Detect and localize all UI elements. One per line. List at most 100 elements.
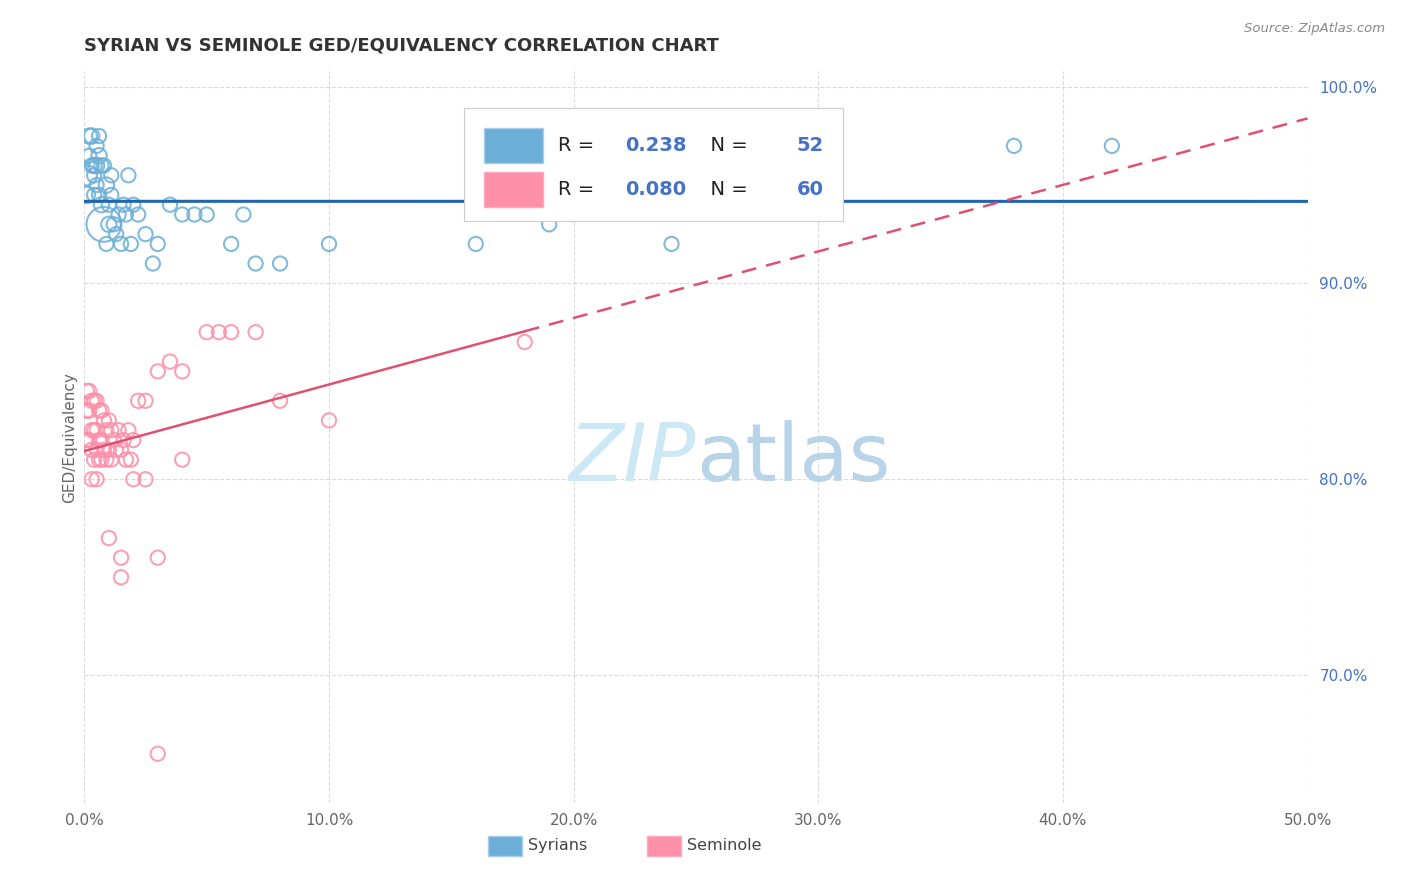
Point [90, 197, 112, 211]
Point [135, 227, 157, 241]
Point [661, 236, 683, 251]
Point [80, 423, 103, 437]
Point [77, 403, 100, 417]
Point [100, 423, 122, 437]
Point [146, 550, 169, 565]
Point [127, 207, 149, 221]
Point [87, 129, 110, 144]
Text: ZIP: ZIP [568, 420, 696, 498]
Point [146, 236, 169, 251]
Point [219, 236, 242, 251]
Point [122, 472, 145, 486]
Point [122, 433, 145, 447]
Point [86, 159, 108, 173]
Point [97, 442, 120, 457]
Point [96, 178, 118, 193]
Point [77, 384, 100, 398]
Point [135, 472, 157, 486]
Point [146, 747, 169, 761]
Point [112, 433, 135, 447]
Point [86, 139, 108, 153]
Point [538, 217, 561, 231]
Point [83, 169, 105, 183]
Point [110, 442, 132, 457]
Point [195, 207, 218, 221]
Point [122, 197, 145, 211]
Point [269, 393, 291, 408]
Point [135, 393, 157, 408]
Point [232, 207, 254, 221]
Point [83, 159, 105, 173]
Point [97, 217, 120, 231]
Point [76, 403, 98, 417]
Point [93, 442, 115, 457]
Point [96, 452, 118, 467]
Point [1002, 139, 1025, 153]
Point [110, 550, 132, 565]
Point [76, 187, 98, 202]
Point [110, 570, 132, 584]
Point [172, 452, 194, 467]
Text: R =: R = [558, 179, 600, 199]
Point [269, 256, 291, 270]
FancyBboxPatch shape [464, 108, 842, 221]
Point [103, 433, 125, 447]
Point [77, 433, 100, 447]
Point [110, 236, 132, 251]
Text: 0.080: 0.080 [626, 179, 686, 199]
Point [86, 178, 108, 193]
Point [90, 159, 112, 173]
Text: 60: 60 [796, 179, 824, 199]
Point [115, 452, 138, 467]
Point [76, 384, 98, 398]
Point [96, 423, 118, 437]
Point [127, 393, 149, 408]
Point [90, 403, 112, 417]
Point [96, 236, 118, 251]
Point [208, 325, 231, 339]
Point [172, 207, 194, 221]
Point [76, 433, 98, 447]
Point [87, 149, 110, 163]
Point [100, 187, 122, 202]
Point [142, 256, 165, 270]
Text: Syrians: Syrians [529, 838, 588, 854]
Point [103, 217, 125, 231]
Point [112, 197, 135, 211]
FancyBboxPatch shape [484, 171, 543, 207]
Point [87, 187, 110, 202]
Point [1101, 139, 1123, 153]
Text: 0.238: 0.238 [626, 136, 686, 154]
Point [513, 334, 536, 349]
Point [115, 207, 138, 221]
Point [117, 169, 139, 183]
Point [107, 207, 129, 221]
Point [86, 442, 108, 457]
Point [318, 236, 340, 251]
Point [245, 256, 267, 270]
FancyBboxPatch shape [484, 128, 543, 163]
Point [97, 197, 120, 211]
Point [183, 207, 205, 221]
Point [86, 423, 108, 437]
FancyBboxPatch shape [488, 836, 522, 856]
Point [100, 452, 122, 467]
Point [146, 364, 169, 378]
Point [93, 159, 115, 173]
Point [159, 354, 181, 368]
Point [90, 452, 112, 467]
Point [77, 149, 100, 163]
Text: 52: 52 [796, 136, 824, 154]
Point [87, 452, 110, 467]
Point [120, 236, 142, 251]
Point [83, 393, 105, 408]
Point [107, 423, 129, 437]
Point [90, 433, 112, 447]
Point [80, 442, 103, 457]
Point [318, 413, 340, 427]
Point [120, 452, 142, 467]
Point [87, 403, 110, 417]
Text: atlas: atlas [696, 420, 890, 498]
Point [97, 413, 120, 427]
Point [464, 236, 486, 251]
